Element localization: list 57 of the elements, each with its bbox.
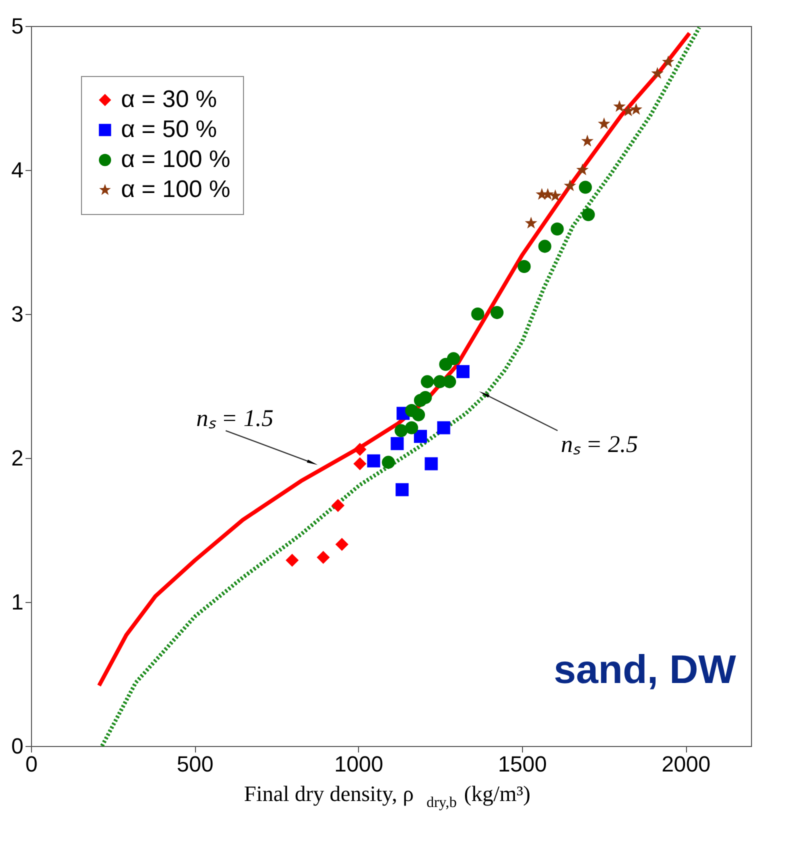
point	[578, 180, 592, 194]
annotation: sand, DW	[554, 648, 736, 692]
y-tick-label: 4	[11, 158, 24, 182]
point	[424, 457, 438, 470]
y-tick-label: 3	[11, 302, 24, 326]
point	[418, 391, 432, 404]
x-tick-label: 1500	[498, 752, 547, 776]
point	[390, 437, 404, 450]
legend-label: α = 100 %	[121, 146, 230, 173]
y-tick-label: 0	[11, 734, 24, 758]
point	[490, 306, 504, 320]
point	[651, 67, 664, 79]
point	[471, 307, 484, 321]
point	[353, 442, 366, 456]
point	[405, 404, 418, 417]
point	[518, 260, 531, 273]
point	[316, 550, 330, 564]
point	[630, 103, 642, 115]
point	[598, 117, 610, 130]
point	[582, 208, 595, 222]
legend-label: α = 30 %	[121, 86, 217, 113]
x-tick-label: 2000	[662, 752, 711, 776]
point	[394, 424, 408, 438]
point	[550, 222, 564, 236]
point	[382, 456, 395, 469]
point	[420, 375, 434, 388]
y-tick-label: 5	[11, 14, 24, 38]
point	[353, 457, 366, 470]
point	[396, 483, 409, 496]
point	[335, 538, 348, 551]
point	[662, 55, 674, 68]
point	[538, 240, 552, 253]
x-tick-label: 500	[176, 752, 214, 776]
point	[446, 352, 460, 366]
point	[576, 163, 589, 176]
point	[437, 421, 450, 434]
point	[456, 365, 470, 378]
point	[622, 104, 634, 116]
point	[549, 189, 562, 202]
point	[367, 454, 380, 468]
legend-label: α = 50 %	[121, 116, 217, 143]
annotation: nₛ = 2.5	[560, 432, 638, 458]
point	[331, 499, 344, 512]
point	[581, 134, 594, 146]
point	[613, 100, 626, 112]
point	[564, 179, 576, 192]
y-tick-label: 2	[11, 446, 24, 470]
point	[286, 554, 299, 567]
point	[405, 421, 418, 434]
point	[542, 188, 554, 200]
y-tick-label: 1	[11, 590, 24, 614]
point	[524, 216, 538, 229]
point	[414, 430, 427, 443]
annotation: nₛ = 1.5	[196, 406, 274, 432]
point	[443, 375, 456, 388]
legend-label: α = 100 %	[121, 176, 230, 203]
x-tick-label: 1000	[334, 752, 384, 776]
